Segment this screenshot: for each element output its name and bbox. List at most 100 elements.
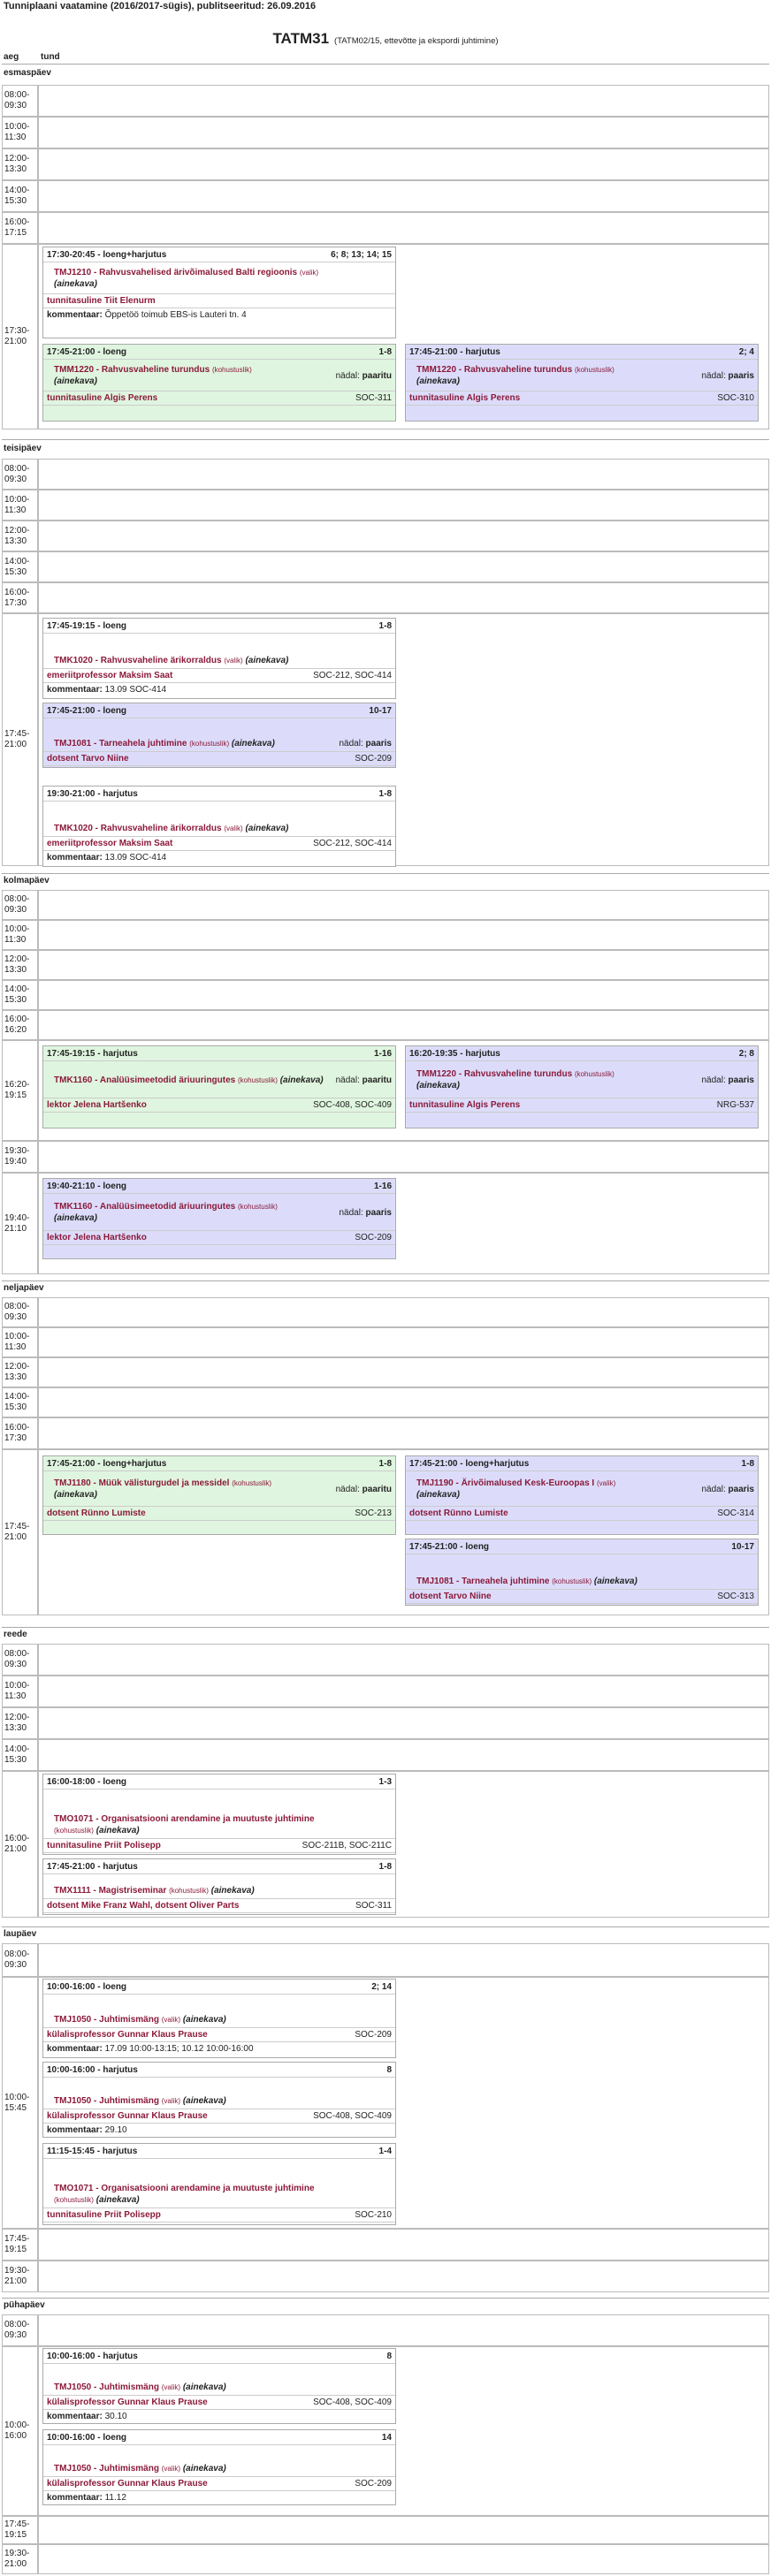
course-link[interactable]: TMM1220 - Rahvusvaheline turundus bbox=[416, 1069, 573, 1079]
event-card[interactable]: 10:00-16:00 - harjutus 8 TMJ1050 - Juhtim… bbox=[42, 2062, 396, 2138]
teacher[interactable]: emeriitprofessor Maksim Saat bbox=[47, 671, 173, 680]
event-card[interactable]: 17:45-21:00 - loeng+harjutus 1-8 TMJ1190 … bbox=[405, 1455, 759, 1535]
ainekava-link[interactable]: (ainekava) bbox=[245, 824, 289, 833]
course-link[interactable]: TMJ1050 - Juhtimismäng bbox=[54, 2382, 159, 2392]
room: SOC-212, SOC-414 bbox=[313, 671, 392, 680]
teacher[interactable]: tunnitasuline Algis Perens bbox=[409, 393, 521, 403]
teacher[interactable]: lektor Jelena Hartšenko bbox=[47, 1100, 147, 1110]
ainekava-link[interactable]: (ainekava) bbox=[416, 376, 460, 386]
event-card[interactable]: 17:45-21:00 - harjutus 1-8 TMX1111 - Magi… bbox=[42, 1858, 396, 1915]
course-link[interactable]: TMJ1050 - Juhtimismäng bbox=[54, 2464, 159, 2473]
event-card[interactable]: 17:45-21:00 - harjutus 2; 4 TMM1220 - Rah… bbox=[405, 344, 759, 422]
event-card[interactable]: 17:45-19:15 - loeng 1-8 TMK1020 - Rahvusv… bbox=[42, 618, 396, 699]
room: SOC-311 bbox=[355, 393, 392, 403]
course-link[interactable]: TMJ1081 - Tarneahela juhtimine bbox=[416, 1577, 550, 1586]
ainekava-link[interactable]: (ainekava) bbox=[279, 1075, 324, 1085]
course-link[interactable]: TMJ1210 - Rahvusvahelised ärivõimalused … bbox=[54, 268, 298, 277]
teacher[interactable]: tunnitasuline Algis Perens bbox=[47, 393, 158, 403]
divider bbox=[2, 873, 769, 874]
event-card[interactable]: 17:45-19:15 - harjutus 1-16 TMK1160 - Ana… bbox=[42, 1045, 396, 1128]
time-cell: 10:00-11:30 bbox=[2, 117, 38, 148]
teacher[interactable]: dotsent Rünno Lumiste bbox=[409, 1508, 508, 1518]
event-time: 16:00-18:00 - loeng bbox=[47, 1777, 127, 1787]
event-card[interactable]: 16:20-19:35 - harjutus 2; 8 TMM1220 - Rah… bbox=[405, 1045, 759, 1128]
course-link[interactable]: TMO1071 - Organisatsiooni arendamine ja … bbox=[54, 1814, 315, 1824]
teacher[interactable]: dotsent Tarvo Niine bbox=[47, 754, 129, 764]
ainekava-link[interactable]: (ainekava) bbox=[54, 1213, 97, 1223]
course-link[interactable]: TMX1111 - Magistriseminar bbox=[54, 1886, 167, 1896]
course-link[interactable]: TMM1220 - Rahvusvaheline turundus bbox=[416, 365, 573, 375]
teacher[interactable]: lektor Jelena Hartšenko bbox=[47, 1233, 147, 1242]
slot-row bbox=[38, 1141, 769, 1173]
ainekava-link[interactable]: (ainekava) bbox=[54, 279, 97, 289]
course-link[interactable]: TMJ1190 - Ärivõimalused Kesk-Euroopas I bbox=[416, 1478, 595, 1488]
course-kind: (kohustuslik) bbox=[574, 1070, 615, 1078]
event-card[interactable]: 11:15-15:45 - harjutus 1-4 TMO1071 - Orga… bbox=[42, 2143, 396, 2225]
course-link[interactable]: TMM1220 - Rahvusvaheline turundus bbox=[54, 365, 210, 375]
event-time: 16:20-19:35 - harjutus bbox=[409, 1049, 500, 1059]
ainekava-link[interactable]: (ainekava) bbox=[245, 656, 289, 665]
course-link[interactable]: TMJ1050 - Juhtimismäng bbox=[54, 2096, 159, 2106]
event-card[interactable]: 19:30-21:00 - harjutus 1-8 TMK1020 - Rahv… bbox=[42, 786, 396, 867]
event-time: 10:00-16:00 - harjutus bbox=[47, 2065, 138, 2075]
ainekava-link[interactable]: (ainekava) bbox=[54, 1490, 97, 1500]
event-card[interactable]: 17:45-21:00 - loeng 1-8 TMM1220 - Rahvusv… bbox=[42, 344, 396, 422]
teacher[interactable]: tunnitasuline Priit Polisepp bbox=[47, 1841, 161, 1850]
event-card[interactable]: 17:45-21:00 - loeng 10-17 TMJ1081 - Tarne… bbox=[405, 1539, 759, 1606]
event-time: 17:45-19:15 - loeng bbox=[47, 621, 127, 631]
teacher[interactable]: dotsent Mike Franz Wahl, dotsent Oliver … bbox=[47, 1901, 240, 1911]
course-link[interactable]: TMJ1081 - Tarneahela juhtimine bbox=[54, 739, 187, 748]
teacher[interactable]: tunnitasuline Algis Perens bbox=[409, 1100, 521, 1110]
course-link[interactable]: TMK1020 - Rahvusvaheline ärikorraldus bbox=[54, 824, 222, 833]
event-card[interactable]: 10:00-16:00 - loeng 14 TMJ1050 - Juhtimis… bbox=[42, 2429, 396, 2505]
event-time: 17:45-21:00 - loeng+harjutus bbox=[409, 1459, 530, 1469]
ainekava-link[interactable]: (ainekava) bbox=[231, 739, 275, 748]
course-link[interactable]: TMJ1050 - Juhtimismäng bbox=[54, 2015, 159, 2025]
time-cell: 08:00-09:30 bbox=[2, 2314, 38, 2346]
ainekava-link[interactable]: (ainekava) bbox=[416, 1081, 460, 1090]
teacher[interactable]: dotsent Tarvo Niine bbox=[409, 1592, 492, 1601]
ainekava-link[interactable]: (ainekava) bbox=[182, 2464, 226, 2473]
teacher[interactable]: tunnitasuline Priit Polisepp bbox=[47, 2210, 161, 2220]
course-link[interactable]: TMK1020 - Rahvusvaheline ärikorraldus bbox=[54, 656, 222, 665]
event-card[interactable]: 16:00-18:00 - loeng 1-3 TMO1071 - Organis… bbox=[42, 1774, 396, 1855]
ainekava-link[interactable]: (ainekava) bbox=[210, 1886, 255, 1896]
room: SOC-209 bbox=[355, 2479, 392, 2489]
time-cell: 10:00-15:45 bbox=[2, 1977, 38, 2229]
ainekava-link[interactable]: (ainekava) bbox=[593, 1577, 637, 1586]
time-cell: 16:00-21:00 bbox=[2, 1771, 38, 1918]
ainekava-link[interactable]: (ainekava) bbox=[182, 2382, 226, 2392]
ainekava-link[interactable]: (ainekava) bbox=[95, 2195, 140, 2205]
event-card[interactable]: 19:40-21:10 - loeng 1-16 TMK1160 - Analüü… bbox=[42, 1178, 396, 1259]
time-cell: 19:40-21:10 bbox=[2, 1173, 38, 1274]
comment: Õppetöö toimub EBS-is Lauteri tn. 4 bbox=[104, 310, 247, 320]
teacher[interactable]: külalisprofessor Gunnar Klaus Prause bbox=[47, 2397, 208, 2407]
event-card[interactable]: 17:45-21:00 - loeng 10-17 TMJ1081 - Tarne… bbox=[42, 703, 396, 768]
course-kind: (valik) bbox=[161, 2465, 181, 2473]
room: SOC-210 bbox=[355, 2210, 392, 2220]
teacher[interactable]: külalisprofessor Gunnar Klaus Prause bbox=[47, 2479, 208, 2489]
course-link[interactable]: TMO1071 - Organisatsiooni arendamine ja … bbox=[54, 2184, 315, 2193]
ainekava-link[interactable]: (ainekava) bbox=[95, 1826, 140, 1835]
room: SOC-213 bbox=[355, 1508, 392, 1518]
ainekava-link[interactable]: (ainekava) bbox=[54, 376, 97, 386]
slot-row bbox=[38, 582, 769, 613]
event-card[interactable]: 17:45-21:00 - loeng+harjutus 1-8 TMJ1180 … bbox=[42, 1455, 396, 1535]
teacher[interactable]: emeriitprofessor Maksim Saat bbox=[47, 839, 173, 848]
ainekava-link[interactable]: (ainekava) bbox=[416, 1490, 460, 1500]
slot-row bbox=[38, 920, 769, 950]
event-time: 17:45-21:00 - loeng bbox=[409, 1542, 490, 1552]
ainekava-link[interactable]: (ainekava) bbox=[182, 2096, 226, 2106]
event-card[interactable]: 10:00-16:00 - loeng 2; 14 TMJ1050 - Juhti… bbox=[42, 1979, 396, 2058]
teacher[interactable]: tunnitasuline Tiit Elenurm bbox=[47, 296, 156, 306]
teacher[interactable]: külalisprofessor Gunnar Klaus Prause bbox=[47, 2030, 208, 2040]
teacher[interactable]: dotsent Rünno Lumiste bbox=[47, 1508, 146, 1518]
course-link[interactable]: TMJ1180 - Müük välisturgudel ja messidel bbox=[54, 1478, 230, 1488]
teacher[interactable]: külalisprofessor Gunnar Klaus Prause bbox=[47, 2111, 208, 2121]
ainekava-link[interactable]: (ainekava) bbox=[182, 2015, 226, 2025]
event-card[interactable]: 10:00-16:00 - harjutus 8 TMJ1050 - Juhtim… bbox=[42, 2348, 396, 2424]
course-link[interactable]: TMK1160 - Analüüsimeetodid äriuuringutes bbox=[54, 1202, 236, 1212]
event-card[interactable]: 17:30-20:45 - loeng+harjutus 6; 8; 13; 14… bbox=[42, 247, 396, 338]
time-cell: 12:00-13:30 bbox=[2, 950, 38, 980]
course-link[interactable]: TMK1160 - Analüüsimeetodid äriuuringutes bbox=[54, 1075, 236, 1085]
